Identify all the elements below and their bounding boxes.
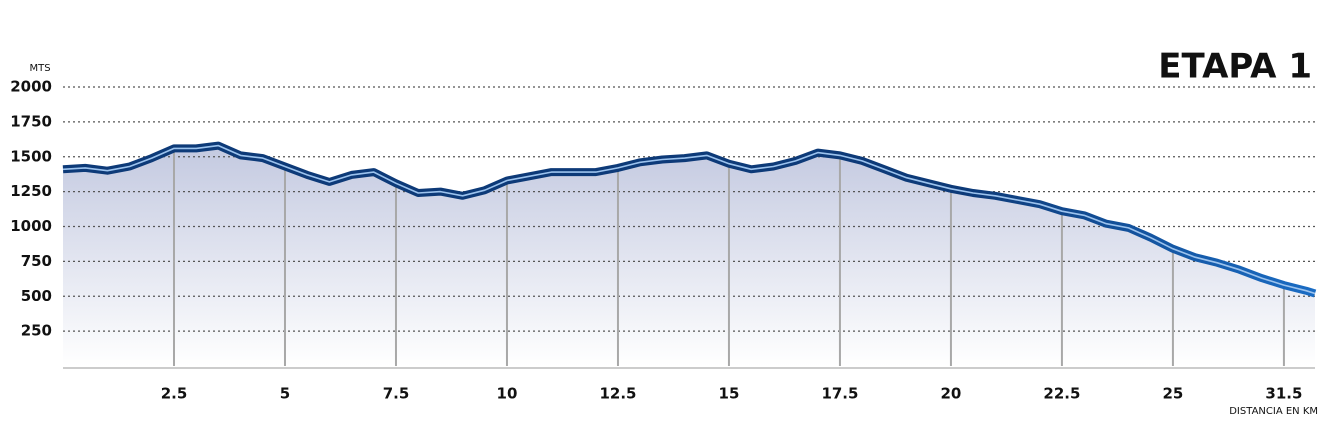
x-tick-label: 7.5 [383,385,410,403]
x-tick-label: 31.5 [1265,385,1302,403]
y-tick-label: 1500 [10,147,52,165]
x-tick-label: 10 [497,385,518,403]
y-tick-label: 250 [21,322,52,340]
profile-line-highlight [62,144,1316,295]
y-tick-label: 1750 [10,112,52,130]
x-tick-label: 25 [1162,385,1183,403]
area [63,145,1315,366]
x-tick-label: 17.5 [821,385,858,403]
x-tick-label: 15 [719,385,740,403]
y-tick-label: 2000 [10,78,52,96]
y-tick-label: 1000 [10,217,52,235]
x-tick-label: 5 [280,385,290,403]
y-axis-label: MTS [29,63,50,74]
y-tick-label: 750 [21,252,52,270]
x-axis-label: DISTANCIA EN KM [1229,406,1318,417]
chart-title: ETAPA 1 [1158,47,1312,87]
y-tick-label: 1250 [10,182,52,200]
x-tick-label: 20 [941,385,962,403]
y-tick-label: 500 [21,287,52,305]
x-tick-label: 12.5 [599,385,636,403]
x-tick-label: 22.5 [1043,385,1080,403]
x-tick-label: 2.5 [161,385,188,403]
